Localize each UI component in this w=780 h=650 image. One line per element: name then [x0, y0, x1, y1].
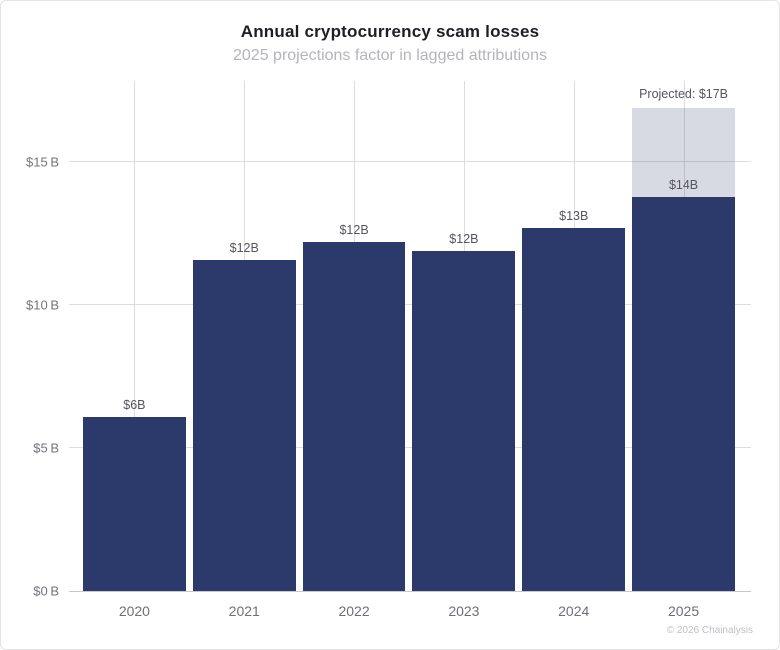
- x-axis-label-2022: 2022: [338, 603, 370, 619]
- bar-2025: [632, 196, 735, 591]
- chart-title: Annual cryptocurrency scam losses: [240, 22, 540, 41]
- gridline-x-2020: [134, 81, 136, 591]
- gridline-y-10: [69, 304, 751, 306]
- bar-2020: [83, 416, 186, 591]
- x-axis-label-2020: 2020: [118, 603, 150, 619]
- bar-column-2021: $12B 2021: [192, 81, 296, 619]
- bar-value-label-2022: $12B: [339, 223, 369, 238]
- x-axis-label-2023: 2023: [448, 603, 480, 619]
- bar-value-label-2025: $14B: [668, 177, 699, 192]
- y-axis-tick-label: $5 B: [33, 440, 59, 456]
- bar-value-label-2020: $6B: [123, 397, 146, 412]
- bars-region: $6B 2020 $12B 2021 $12B 2022 $12B 2023 $13B 2024 P…: [83, 81, 735, 619]
- bar-2022: [302, 242, 406, 591]
- bar-2024: [522, 228, 626, 591]
- bar-2023: [412, 251, 516, 591]
- chart-subtitle: 2025 projections factor in lagged attrib…: [233, 47, 547, 64]
- bar-value-label-2024: $13B: [559, 209, 589, 224]
- x-axis-label-2021: 2021: [228, 603, 260, 619]
- x-axis-label-2025: 2025: [667, 603, 700, 619]
- bar-value-label-2023: $12B: [449, 232, 479, 247]
- bar-column-2025: Projected: $17B $14B 2025: [632, 81, 735, 619]
- copyright-note: © 2026 Chainalysis: [666, 625, 753, 636]
- bar-column-2020: $6B 2020: [83, 81, 186, 619]
- bar-column-2022: $12B 2022: [302, 81, 406, 619]
- gridline-y-5: [69, 447, 751, 449]
- bar-projected-2025: [632, 108, 735, 197]
- y-axis-tick-label: $15 B: [26, 154, 59, 170]
- y-axis-tick-label: $10 B: [26, 297, 59, 313]
- plot-area: $0 B $5 B $10 B $15 B $6B 2020 $12B 2021 $12B 202…: [26, 81, 751, 619]
- y-axis-tick-label: $0 B: [33, 583, 59, 599]
- bar-column-2024: $13B 2024: [522, 81, 626, 619]
- x-axis-label-2024: 2024: [558, 603, 590, 619]
- bar-2021: [192, 259, 296, 591]
- gridline-y-15: [69, 161, 751, 163]
- bar-value-label-2021: $12B: [229, 240, 259, 255]
- bar-column-2023: $12B 2023: [412, 81, 516, 619]
- projected-value-label: Projected: $17B: [639, 87, 729, 102]
